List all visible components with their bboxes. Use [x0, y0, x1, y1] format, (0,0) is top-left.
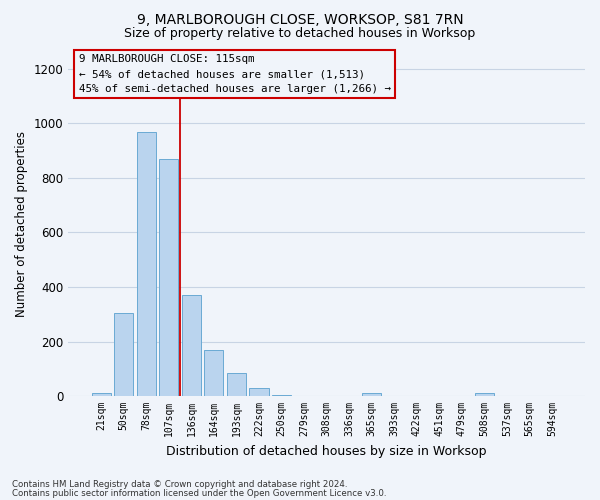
Bar	[205, 350, 223, 396]
Text: 9 MARLBOROUGH CLOSE: 115sqm
← 54% of detached houses are smaller (1,513)
45% of : 9 MARLBOROUGH CLOSE: 115sqm ← 54% of det…	[79, 54, 391, 94]
Bar	[137, 132, 156, 396]
Y-axis label: Number of detached properties: Number of detached properties	[15, 132, 28, 318]
Bar	[114, 313, 133, 396]
Bar	[227, 373, 246, 396]
Bar	[159, 160, 178, 396]
Bar	[272, 394, 291, 396]
Text: Contains HM Land Registry data © Crown copyright and database right 2024.: Contains HM Land Registry data © Crown c…	[12, 480, 347, 489]
Text: Size of property relative to detached houses in Worksop: Size of property relative to detached ho…	[124, 28, 476, 40]
Bar	[250, 388, 269, 396]
Bar	[362, 393, 381, 396]
Text: Contains public sector information licensed under the Open Government Licence v3: Contains public sector information licen…	[12, 488, 386, 498]
Text: 9, MARLBOROUGH CLOSE, WORKSOP, S81 7RN: 9, MARLBOROUGH CLOSE, WORKSOP, S81 7RN	[137, 12, 463, 26]
Bar	[182, 295, 201, 396]
Bar	[475, 393, 494, 396]
Bar	[92, 393, 111, 396]
X-axis label: Distribution of detached houses by size in Worksop: Distribution of detached houses by size …	[166, 444, 487, 458]
